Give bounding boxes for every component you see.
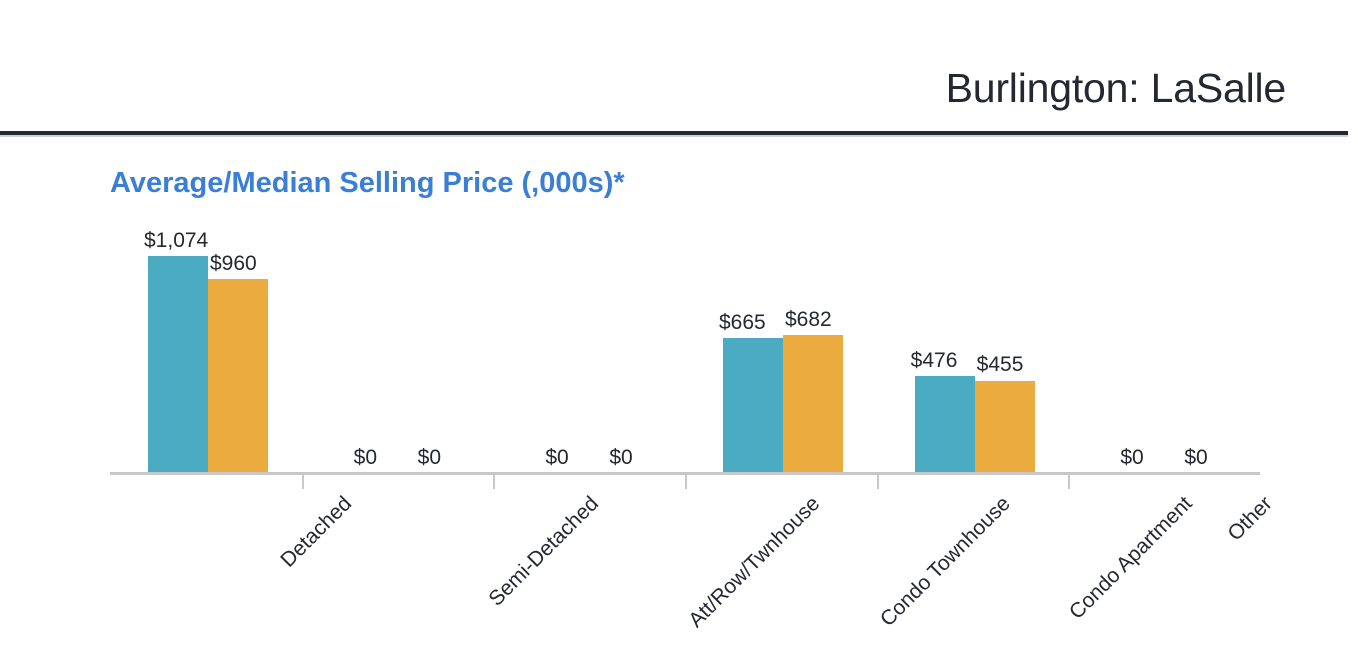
bar-group-condo-apartment: [914, 376, 1035, 472]
bar-label-average-0: $1,074: [144, 229, 209, 252]
header-divider-shadow: [0, 135, 1348, 137]
axis-tick: [685, 475, 687, 489]
axis-tick: [876, 475, 879, 489]
plot-area: $1,074 $960 $0 $0 $0 $0 $665 $682 $476 $455 $0 $0: [110, 215, 1260, 489]
bar-group-detached: [148, 256, 268, 472]
header-divider: [0, 131, 1348, 135]
x-axis-line: [110, 472, 1260, 475]
bar-label-median-5: $0: [1184, 446, 1208, 469]
bar-label-median-3: $682: [785, 307, 832, 331]
bar-label-average-1: $0: [353, 446, 378, 469]
bar-label-median-0: $960: [210, 251, 257, 275]
bar-label-average-3: $665: [719, 311, 766, 335]
x-axis-label-att-row-twnhouse: Att/Row/Twnhouse: [684, 492, 825, 633]
x-axis-label-other: Other: [1223, 492, 1277, 546]
bar-label-median-1: $0: [417, 446, 442, 469]
chart-container: Average/Median Selling Price (,000s)* $1…: [0, 140, 1358, 654]
bar-median: [208, 278, 268, 472]
page-title: Burlington: LaSalle: [945, 65, 1287, 111]
chart-title: Average/Median Selling Price (,000s)*: [110, 167, 625, 199]
bar-group-condo-townhouse: [723, 334, 843, 472]
x-axis-label-semi-detached: Semi-Detached: [483, 492, 603, 611]
axis-tick: [301, 475, 304, 489]
bar-median: [974, 380, 1035, 472]
x-axis-label-detached: Detached: [276, 492, 356, 572]
header: Burlington: LaSalle: [0, 0, 1358, 140]
bar-label-median-2: $0: [609, 446, 633, 469]
bar-average: [723, 338, 783, 472]
bar-label-average-4: $476: [910, 349, 958, 373]
bar-average: [914, 376, 975, 472]
x-axis-label-condo-apartment: Condo Apartment: [1064, 492, 1197, 624]
bar-label-median-4: $455: [976, 353, 1024, 377]
bar-label-average-2: $0: [545, 446, 569, 469]
bar-median: [783, 334, 843, 472]
x-axis-label-condo-townhouse: Condo Townhouse: [875, 492, 1015, 632]
bar-label-average-5: $0: [1120, 446, 1144, 469]
axis-tick: [1068, 475, 1071, 489]
bar-average: [148, 256, 208, 472]
axis-tick: [493, 475, 496, 489]
